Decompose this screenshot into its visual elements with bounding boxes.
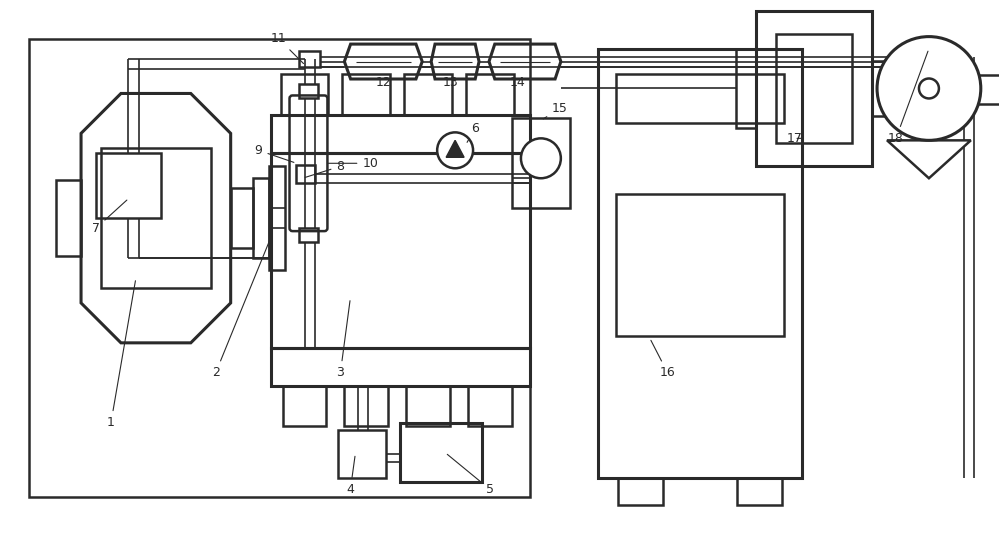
Text: 2: 2 [212,240,270,379]
Text: 8: 8 [305,160,344,177]
Text: 3: 3 [336,301,350,379]
Bar [466,74,514,116]
Bar [283,386,326,426]
Text: 6: 6 [467,122,479,142]
Bar [404,74,452,116]
Bar [299,228,318,242]
Text: 18: 18 [888,51,928,145]
Text: 11: 11 [271,32,304,64]
Bar [400,422,482,483]
Text: 16: 16 [651,340,675,379]
Text: 15: 15 [543,102,568,119]
Text: 10: 10 [328,157,378,170]
Text: 7: 7 [92,200,127,234]
Bar [271,348,530,386]
Bar [96,153,161,218]
Bar [977,75,1000,104]
Bar [616,194,784,336]
Bar [269,166,285,270]
Bar [299,51,320,66]
Polygon shape [887,141,971,178]
Bar [342,74,390,116]
Bar [468,386,512,426]
Bar [299,84,318,98]
Bar [736,49,756,128]
Bar [776,33,852,143]
Bar [872,61,888,117]
Bar [296,165,315,183]
Bar [231,188,253,248]
Bar [253,178,269,258]
Bar [598,49,802,478]
Text: 12: 12 [375,76,391,89]
Text: 17: 17 [786,132,802,145]
Bar [338,430,386,478]
Bar [271,153,530,348]
Text: 9: 9 [255,144,294,162]
Bar [56,180,81,256]
Circle shape [521,138,561,178]
Bar [616,74,784,123]
Bar [406,386,450,426]
Bar [271,116,530,153]
Polygon shape [446,141,464,157]
Bar [512,118,570,208]
Text: 5: 5 [447,454,494,496]
Circle shape [437,132,473,169]
Bar [101,148,211,288]
Bar [29,39,530,497]
Text: 13: 13 [442,76,458,89]
Circle shape [919,79,939,98]
Bar [737,478,782,506]
Text: 14: 14 [510,76,526,89]
Bar [344,386,388,426]
Bar [618,478,663,506]
Bar [756,11,872,166]
Text: 4: 4 [346,456,355,496]
Text: 1: 1 [107,281,135,429]
Bar [281,74,328,116]
Circle shape [877,37,981,141]
